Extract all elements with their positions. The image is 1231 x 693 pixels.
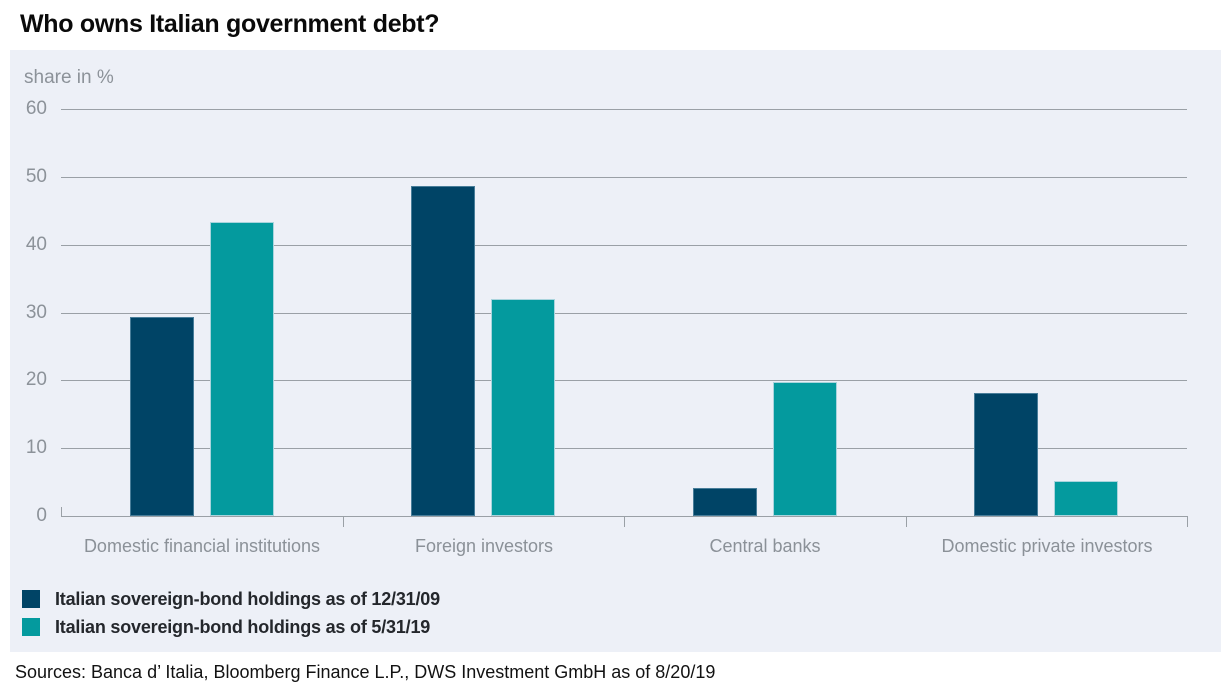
x-axis-tick-4: [1187, 517, 1188, 527]
y-axis-unit-label: share in %: [24, 67, 114, 88]
y-tick-label-50: 50: [25, 165, 47, 187]
x-axis-tick-2: [624, 517, 625, 527]
gridline-10: [61, 448, 1187, 450]
bar-series1-cat3: [693, 488, 757, 516]
y-tick-label-60: 60: [25, 98, 47, 119]
bar-series2-cat4: [1054, 481, 1118, 516]
y-tick-label-20: 20: [25, 369, 47, 391]
category-label-3: Central banks: [709, 536, 821, 556]
legend-label-series2: Italian sovereign-bond holdings as of 5/…: [55, 617, 431, 637]
bar-series2-cat3: [773, 382, 837, 516]
y-tick-label-40: 40: [25, 233, 47, 255]
y-tick-label-30: 30: [25, 301, 47, 323]
gridline-40: [61, 244, 1187, 246]
x-axis-tick-3: [906, 517, 907, 527]
legend-label-series1: Italian sovereign-bond holdings as of 12…: [55, 589, 440, 609]
category-label-4: Domestic private investors: [941, 536, 1153, 556]
bar-series2-cat1: [210, 222, 274, 516]
gridline-50: [61, 176, 1187, 178]
legend-swatch-series1: [22, 590, 40, 608]
bar-series1-cat1: [130, 317, 194, 516]
bar-series1-cat4: [974, 393, 1038, 516]
plot-area: share in % 0 10 20 30 40 50 60 Domestic financ…: [10, 50, 1221, 652]
gridline-60: [61, 109, 1187, 110]
x-axis-tick-0: [61, 507, 62, 516]
source-note: Sources: Banca d’ Italia, Bloomberg Fina…: [15, 662, 716, 682]
bar-series1-cat2: [411, 186, 475, 516]
gridline-20: [61, 380, 1187, 382]
gridline-30: [61, 312, 1187, 314]
chart-title: Who owns Italian government debt?: [20, 10, 440, 38]
x-axis-tick-1: [343, 517, 344, 527]
legend-swatch-series2: [22, 618, 40, 636]
y-tick-label-0: 0: [36, 505, 47, 526]
category-label-2: Foreign investors: [414, 536, 554, 556]
bar-series2-cat2: [491, 299, 555, 516]
category-label-1: Domestic financial institutions: [83, 536, 321, 556]
y-tick-label-10: 10: [25, 437, 47, 459]
x-axis-line: [61, 516, 1188, 517]
